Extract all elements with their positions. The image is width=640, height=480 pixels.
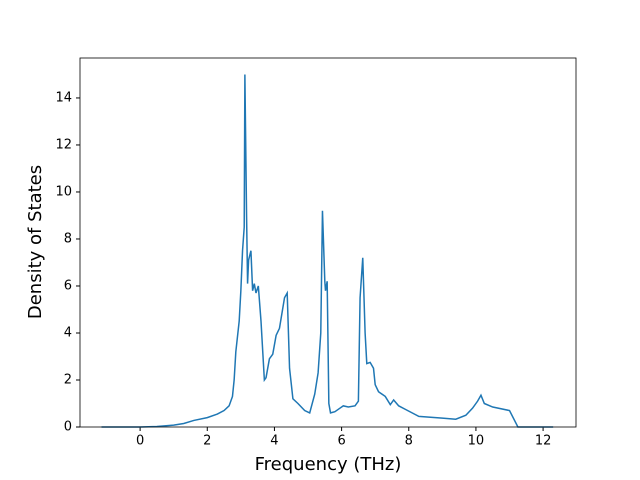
y-tick-label: 10 bbox=[55, 184, 72, 199]
y-tick-label: 8 bbox=[64, 231, 72, 246]
y-tick-label: 0 bbox=[64, 420, 72, 435]
x-tick-label: 6 bbox=[337, 434, 345, 449]
y-axis-label: Density of States bbox=[25, 165, 46, 319]
data-line bbox=[101, 74, 554, 428]
x-tick-label: 0 bbox=[136, 434, 144, 449]
x-tick-label: 12 bbox=[535, 434, 552, 449]
y-tick-label: 14 bbox=[55, 90, 72, 105]
x-axis-label: Frequency (THz) bbox=[255, 454, 402, 475]
y-tick-label: 2 bbox=[64, 372, 72, 387]
x-tick-label: 8 bbox=[405, 434, 413, 449]
y-tick-label: 12 bbox=[55, 137, 72, 152]
y-tick-label: 6 bbox=[64, 278, 72, 293]
y-tick-label: 4 bbox=[64, 325, 72, 340]
plot-frame bbox=[79, 57, 577, 428]
x-tick-label: 10 bbox=[468, 434, 485, 449]
x-tick-label: 4 bbox=[270, 434, 278, 449]
x-tick-label: 2 bbox=[203, 434, 211, 449]
